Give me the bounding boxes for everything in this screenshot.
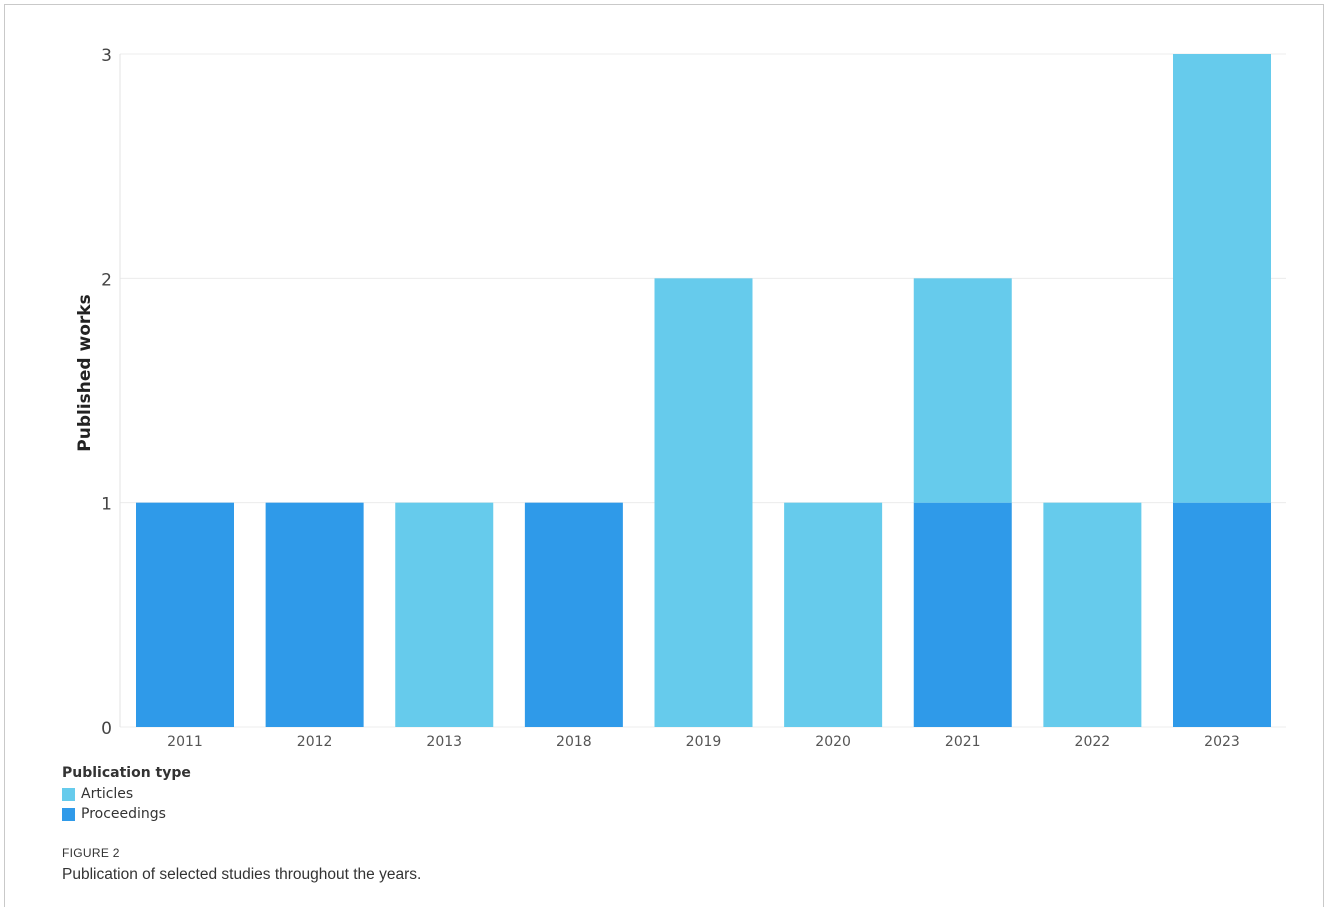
x-tick-label-2018: 2018 xyxy=(556,734,592,750)
y-tick-label-2: 2 xyxy=(101,270,112,290)
bar-2022-articles xyxy=(1043,502,1142,727)
bar-2021-proceedings xyxy=(913,502,1012,727)
bar-2023-articles xyxy=(1173,54,1271,503)
legend-item-proceedings: Proceedings xyxy=(62,804,191,824)
bar-2011-proceedings xyxy=(136,502,234,727)
bar-2019-articles xyxy=(654,278,753,727)
figure-label: FIGURE 2 xyxy=(62,846,120,860)
x-tick-label-2020: 2020 xyxy=(815,734,851,750)
x-tick-label-2021: 2021 xyxy=(945,734,981,750)
y-tick-label-3: 3 xyxy=(101,46,112,66)
bar-2012-proceedings xyxy=(265,502,364,727)
x-tick-label-2019: 2019 xyxy=(686,734,722,750)
bar-2023-proceedings xyxy=(1173,502,1271,727)
figure-caption: Publication of selected studies througho… xyxy=(62,866,422,883)
y-axis-title: Published works xyxy=(75,294,95,451)
legend: Publication type Articles Proceedings xyxy=(62,765,191,824)
bar-2018-proceedings xyxy=(524,502,623,727)
x-tick-label-2011: 2011 xyxy=(167,734,203,750)
stacked-bar-chart: 0 1 2 3 2011 2012 2013 2018 2019 2020 2021 2022 2023… xyxy=(75,46,1286,750)
legend-label-proceedings: Proceedings xyxy=(81,806,166,822)
legend-item-articles: Articles xyxy=(62,784,191,804)
bar-2020-articles xyxy=(784,502,883,727)
x-tick-label-2013: 2013 xyxy=(426,734,462,750)
bar-2013-articles xyxy=(395,502,494,727)
y-tick-label-1: 1 xyxy=(101,495,112,515)
legend-title: Publication type xyxy=(62,765,191,781)
x-tick-label-2023: 2023 xyxy=(1204,734,1240,750)
legend-label-articles: Articles xyxy=(81,786,134,802)
x-tick-label-2022: 2022 xyxy=(1075,734,1111,750)
y-tick-label-0: 0 xyxy=(101,719,112,739)
legend-swatch-articles xyxy=(62,787,75,801)
bar-2021-articles xyxy=(913,278,1012,503)
legend-swatch-proceedings xyxy=(62,807,75,821)
figure-frame xyxy=(4,4,1324,907)
x-tick-label-2012: 2012 xyxy=(297,734,333,750)
